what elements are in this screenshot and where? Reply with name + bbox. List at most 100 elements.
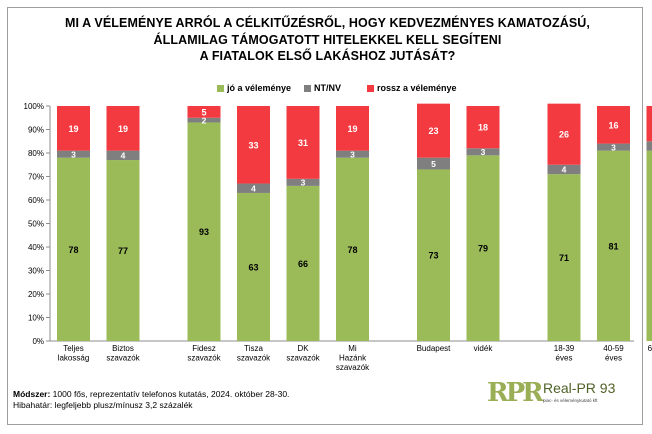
bar-bad: [547, 103, 581, 165]
data-label-nt: 4: [251, 183, 256, 193]
bar-good: [547, 174, 581, 341]
data-label-nt: 5: [431, 159, 436, 169]
x-category-label: 18-39: [554, 344, 575, 353]
data-label-good: 71: [559, 253, 569, 263]
data-label-bad: 5: [201, 107, 206, 117]
bar-nt: [187, 117, 221, 123]
logo-name: Real-PR 93: [543, 380, 616, 396]
bar-nt: [237, 183, 270, 193]
x-category-label: Budapest: [417, 344, 452, 353]
y-tick-label: 10%: [28, 314, 44, 323]
x-category-label: 40-59: [603, 344, 624, 353]
chart-title: MI A VÉLEMÉNYE ARRÓL A CÉLKITŰZÉSRŐL, HO…: [20, 15, 635, 65]
data-label-nt: 4: [562, 165, 567, 175]
data-label-nt: 3: [350, 149, 355, 159]
x-category-label: éves: [556, 354, 573, 363]
bar-good: [286, 185, 320, 341]
legend-swatch-nt: [304, 84, 311, 92]
x-category-label: Teljes: [63, 344, 83, 353]
data-label-bad: 19: [118, 124, 128, 134]
data-label-good: 81: [608, 241, 618, 251]
data-label-nt: 3: [481, 147, 486, 157]
bar-bad: [336, 106, 369, 151]
y-tick-label: 70%: [28, 173, 44, 182]
x-category-label: éves: [605, 354, 622, 363]
x-category-label: szavazók: [106, 354, 140, 363]
bar-good: [106, 160, 140, 341]
data-label-good: 79: [478, 244, 488, 254]
bar-bad: [466, 106, 500, 149]
y-tick-label: 20%: [28, 290, 44, 299]
data-label-good: 93: [199, 227, 209, 237]
y-tick-label: 0%: [32, 337, 44, 346]
y-tick-label: 100%: [24, 102, 44, 111]
title-line-1: MI A VÉLEMÉNYE ARRÓL A CÉLKITŰZÉSRŐL, HO…: [64, 16, 591, 30]
x-category-label: szavazók: [286, 354, 320, 363]
legend-swatch-good: [217, 84, 224, 92]
real-pr-logo: RPR Real-PR 93 piac- és véleménykutató k…: [487, 376, 637, 412]
data-label-bad: 33: [248, 140, 258, 150]
data-label-bad: 31: [298, 138, 308, 148]
bar-good: [646, 150, 652, 341]
bar-nt: [547, 164, 581, 175]
data-label-bad: 23: [428, 126, 438, 136]
data-label-bad: 26: [559, 130, 569, 140]
bar-good: [187, 122, 221, 341]
method-line: Módszer: 1000 fős, reprezentatív telefon…: [13, 389, 289, 400]
legend-item-good: jó a véleménye: [217, 83, 291, 93]
bar-bad: [597, 106, 630, 144]
bar-nt: [336, 150, 369, 158]
x-category-label: vidék: [474, 344, 494, 353]
bar-bad: [237, 106, 270, 184]
y-tick-label: 30%: [28, 267, 44, 276]
error-margin-line: Hibahatár: legfeljebb plusz/mínusz 3,2 s…: [13, 400, 193, 410]
bar-good: [466, 155, 500, 341]
data-label-nt: 3: [71, 149, 76, 159]
x-category-label: Biztos: [112, 344, 134, 353]
legend-item-bad: rossz a véleménye: [367, 83, 457, 93]
legend-label-nt: NT/NV: [314, 83, 341, 93]
bar-nt: [106, 150, 140, 161]
legend-item-nt: NT/NV: [304, 83, 341, 93]
bar-bad: [106, 106, 140, 151]
x-category-label: Mi: [348, 344, 357, 353]
x-category-label: 60- éves: [648, 344, 652, 353]
bar-nt: [646, 141, 652, 151]
x-category-label: szavazók: [237, 354, 271, 363]
data-label-good: 77: [118, 246, 128, 256]
data-label-bad: 19: [68, 124, 78, 134]
method-label: Módszer:: [13, 389, 51, 399]
x-category-label: szavazók: [336, 363, 370, 372]
legend-swatch-bad: [367, 84, 374, 92]
bar-good: [597, 150, 630, 341]
data-label-bad: 16: [608, 120, 618, 130]
bar-nt: [286, 178, 320, 186]
data-label-good: 78: [68, 245, 78, 255]
bar-bad: [286, 106, 320, 179]
bar-nt: [466, 148, 500, 156]
title-line-3: A FIATALOK ELSŐ LAKÁSHOZ JUTÁSÁT?: [199, 49, 456, 63]
method-text: 1000 fős, reprezentatív telefonos kutatá…: [50, 389, 290, 399]
y-tick-label: 80%: [28, 149, 44, 158]
legend: jó a véleménye NT/NV rossz a véleménye: [0, 83, 652, 97]
data-label-good: 78: [347, 245, 357, 255]
legend-label-good: jó a véleménye: [227, 83, 292, 93]
bar-bad: [417, 103, 450, 158]
bar-good: [336, 157, 369, 341]
bar-bad: [646, 106, 652, 142]
bar-nt: [57, 150, 90, 158]
logo-mark: RPR: [487, 378, 544, 408]
title-line-2: ÁLLAMILAG TÁMOGATOTT HITELEKKEL KELL SEG…: [153, 32, 502, 47]
legend-label-bad: rossz a véleménye: [377, 83, 457, 93]
bar-good: [57, 157, 90, 341]
bar-nt: [597, 143, 630, 151]
x-category-label: Fidesz: [192, 344, 216, 353]
logo-tagline: piac- és véleménykutató kft: [543, 398, 598, 403]
data-label-nt: 3: [301, 178, 306, 188]
x-category-label: Hazánk: [339, 354, 367, 363]
data-label-nt: 2: [202, 115, 207, 125]
data-label-good: 73: [428, 251, 438, 261]
data-label-nt: 4: [121, 151, 126, 161]
x-category-label: DK: [297, 344, 309, 353]
